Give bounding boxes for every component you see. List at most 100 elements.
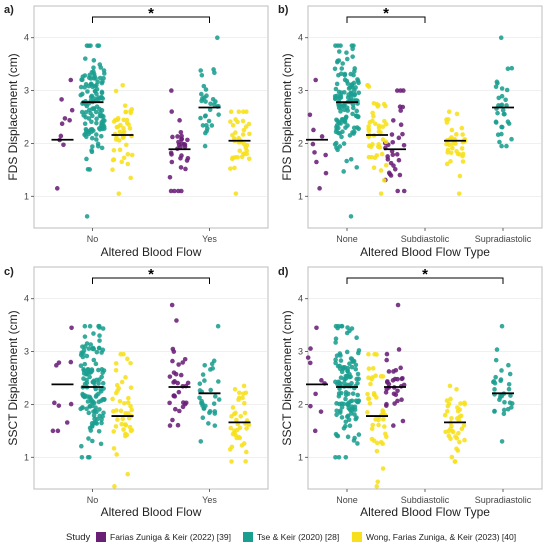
- panel-b-point-tse-keir-2020-28-none-29: [341, 141, 347, 146]
- panel-c-point-tse-keir-2020-28-yes-31: [201, 406, 207, 411]
- panel-b-point-tse-keir-2020-28-none-96: [340, 117, 346, 122]
- panel-c-point-wong-farias-zuniga-keir-2023-40-no-43: [127, 424, 133, 430]
- panel-c-point-tse-keir-2020-28-no-117: [101, 410, 106, 416]
- panel-c-point-tse-keir-2020-28-no-26: [87, 374, 92, 380]
- panel-c-point-wong-farias-zuniga-keir-2023-40-yes-39: [238, 414, 244, 419]
- panel-d-point-wong-farias-zuniga-keir-2023-40-none-39: [380, 441, 386, 447]
- panel-b-point-wong-farias-zuniga-keir-2023-40-subdiastolic-35: [459, 146, 465, 151]
- panel-d-point-wong-farias-zuniga-keir-2023-40-subdiastolic-19: [454, 416, 460, 421]
- panel-a-point-tse-keir-2020-28-no-69: [87, 72, 93, 78]
- panel-b-point-tse-keir-2020-28-supradiastolic-14: [502, 111, 507, 117]
- panel-d-point-tse-keir-2020-28-none-101: [333, 360, 338, 366]
- panel-a-medians: [51, 101, 251, 151]
- panel-a-y-tick-label-3: 3: [24, 86, 29, 96]
- panel-d-point-farias-zuniga-keir-2022-39-subdiastolic-21: [386, 369, 392, 374]
- panel-a-point-wong-farias-zuniga-keir-2023-40-no-31: [125, 152, 131, 157]
- panel-d-point-farias-zuniga-keir-2022-39-subdiastolic-31: [384, 386, 390, 392]
- panel-c-point-tse-keir-2020-28-no-72: [97, 333, 102, 338]
- panel-b-point-tse-keir-2020-28-none-36: [332, 142, 338, 147]
- panel-a-point-farias-zuniga-keir-2022-39-yes-27: [182, 144, 188, 150]
- panel-d-point-wong-farias-zuniga-keir-2023-40-none-18: [374, 352, 379, 357]
- panel-c-point-tse-keir-2020-28-no-21: [81, 367, 86, 372]
- panel-b-point-farias-zuniga-keir-2022-39-none-5: [319, 134, 325, 139]
- panel-c-point-tse-keir-2020-28-no-92: [90, 346, 95, 352]
- panel-c-y-tick-label-4: 4: [24, 294, 29, 304]
- panel-a-point-farias-zuniga-keir-2022-39-no-1: [68, 77, 74, 83]
- panel-d-significance-bracket: [346, 277, 504, 284]
- panel-a-point-wong-farias-zuniga-keir-2023-40-no-33: [116, 138, 122, 143]
- panel-d-point-farias-zuniga-keir-2022-39-subdiastolic-15: [395, 398, 400, 404]
- panel-a-point-wong-farias-zuniga-keir-2023-40-yes-36: [241, 151, 247, 157]
- panel-a-y-axis-title: FDS Displacement (cm): [6, 53, 20, 180]
- panel-c-point-farias-zuniga-keir-2022-39-yes-25: [180, 360, 185, 365]
- panel-a-point-tse-keir-2020-28-no-123: [82, 56, 88, 61]
- panel-a-point-tse-keir-2020-28-no-93: [89, 135, 95, 141]
- panel-c-point-farias-zuniga-keir-2022-39-no-1: [69, 325, 74, 331]
- panel-a-point-tse-keir-2020-28-yes-16: [201, 83, 207, 89]
- panel-a-point-wong-farias-zuniga-keir-2023-40-yes-32: [244, 148, 250, 153]
- panel-b-point-tse-keir-2020-28-none-118: [346, 86, 352, 91]
- panel-b-point-farias-zuniga-keir-2022-39-none-2: [310, 141, 316, 147]
- panel-a-point-tse-keir-2020-28-no-116: [98, 133, 104, 139]
- panel-d-point-farias-zuniga-keir-2022-39-none-9: [308, 403, 313, 409]
- panel-c-point-tse-keir-2020-28-no-15: [88, 342, 94, 347]
- panel-a-point-wong-farias-zuniga-keir-2023-40-yes-39: [241, 141, 247, 147]
- panel-a-point-wong-farias-zuniga-keir-2023-40-no-21: [117, 147, 123, 153]
- panel-b-point-tse-keir-2020-28-none-74: [342, 72, 348, 78]
- panel-b-point-tse-keir-2020-28-supradiastolic-30: [499, 131, 504, 137]
- panel-d-point-farias-zuniga-keir-2022-39-none-0: [312, 428, 318, 434]
- panel-d-point-tse-keir-2020-28-none-64: [345, 325, 350, 330]
- legend-swatch-wong: [352, 532, 362, 542]
- panel-c-medians: [51, 383, 251, 424]
- panel-d-point-wong-farias-zuniga-keir-2023-40-subdiastolic-24: [457, 439, 462, 445]
- panel-b-point-wong-farias-zuniga-keir-2023-40-none-16: [382, 118, 387, 124]
- panel-a-point-wong-farias-zuniga-keir-2023-40-yes-34: [247, 131, 252, 137]
- panel-c-point-wong-farias-zuniga-keir-2023-40-no-14: [128, 403, 133, 409]
- panel-c-point-tse-keir-2020-28-no-35: [91, 357, 97, 363]
- panel-a-point-wong-farias-zuniga-keir-2023-40-yes-38: [232, 165, 237, 171]
- panel-d-point-tse-keir-2020-28-none-73: [343, 419, 349, 425]
- panel-d-point-tse-keir-2020-28-none-92: [345, 402, 351, 408]
- panel-b-point-tse-keir-2020-28-supradiastolic-27: [500, 107, 506, 113]
- panel-c-point-farias-zuniga-keir-2022-39-yes-16: [176, 389, 182, 395]
- panel-d-point-wong-farias-zuniga-keir-2023-40-none-44: [383, 431, 388, 437]
- panel-b-point-tse-keir-2020-28-none-64: [355, 78, 361, 84]
- panel-a-point-tse-keir-2020-28-no-30: [89, 119, 94, 125]
- panel-b-point-wong-farias-zuniga-keir-2023-40-subdiastolic-18: [453, 141, 458, 146]
- panel-b-y-tick-label-2: 2: [298, 138, 303, 148]
- panel-c-point-farias-zuniga-keir-2022-39-yes-5: [173, 406, 178, 412]
- panel-b-x-tick-label-supradiastolic: Supradiastolic: [475, 234, 532, 244]
- panel-d-point-farias-zuniga-keir-2022-39-subdiastolic-27: [400, 375, 405, 381]
- panel-c-point-tse-keir-2020-28-no-110: [82, 361, 88, 367]
- panel-d-point-wong-farias-zuniga-keir-2023-40-subdiastolic-27: [448, 396, 453, 402]
- panel-d-point-tse-keir-2020-28-none-85: [356, 348, 362, 353]
- panel-d-point-tse-keir-2020-28-supradiastolic-0: [499, 439, 505, 444]
- panel-a-point-farias-zuniga-keir-2022-39-no-5: [58, 133, 64, 139]
- panel-c-point-farias-zuniga-keir-2022-39-yes-11: [170, 358, 175, 364]
- panel-c-point-wong-farias-zuniga-keir-2023-40-yes-0: [229, 459, 234, 464]
- panel-c-point-farias-zuniga-keir-2022-39-yes-2: [176, 362, 181, 367]
- panel-c-point-tse-keir-2020-28-no-102: [100, 414, 105, 419]
- panel-a-point-wong-farias-zuniga-keir-2023-40-yes-6: [246, 156, 252, 162]
- panel-c: c) 1 2 3 4 No Yes * Altered Blood Flow SSCT …: [4, 266, 269, 519]
- panel-b-point-farias-zuniga-keir-2022-39-subdiastolic-23: [385, 157, 391, 162]
- panel-a-point-tse-keir-2020-28-no-110: [94, 91, 99, 97]
- panel-a-point-wong-farias-zuniga-keir-2023-40-yes-29: [243, 124, 249, 129]
- panel-d-point-tse-keir-2020-28-none-111: [347, 328, 352, 334]
- panel-c-point-wong-farias-zuniga-keir-2023-40-yes-29: [236, 397, 241, 403]
- panel-a-point-tse-keir-2020-28-yes-9: [203, 87, 209, 92]
- panel-a-point-tse-keir-2020-28-no-127: [99, 94, 104, 100]
- panel-c-point-farias-zuniga-keir-2022-39-yes-27: [183, 400, 189, 406]
- panel-b-point-tse-keir-2020-28-none-97: [345, 95, 351, 100]
- panel-a-point-farias-zuniga-keir-2022-39-yes-0: [172, 188, 177, 194]
- panel-a-point-farias-zuniga-keir-2022-39-yes-11: [184, 158, 190, 163]
- panel-c-point-wong-farias-zuniga-keir-2023-40-no-25: [126, 415, 132, 421]
- panel-d-point-wong-farias-zuniga-keir-2023-40-none-21: [374, 448, 380, 454]
- panel-c-point-tse-keir-2020-28-no-109: [84, 406, 89, 412]
- panel-a-point-farias-zuniga-keir-2022-39-yes-28: [178, 129, 184, 135]
- panel-d-point-wong-farias-zuniga-keir-2023-40-none-12: [370, 422, 376, 428]
- panel-a-point-tse-keir-2020-28-yes-17: [203, 130, 208, 136]
- panel-d-x-ticks: None Subdiastolic Supradiastolic: [336, 489, 532, 505]
- panel-b-point-farias-zuniga-keir-2022-39-subdiastolic-31: [391, 163, 396, 168]
- panel-c-point-tse-keir-2020-28-no-100: [96, 381, 101, 386]
